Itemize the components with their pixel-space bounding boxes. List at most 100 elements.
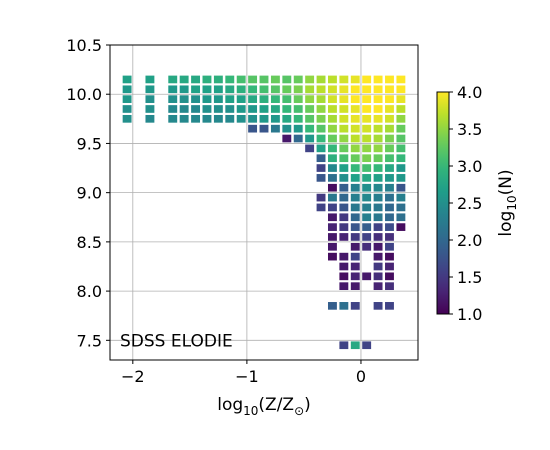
heatmap-cell [236, 105, 246, 113]
heatmap-cell [259, 124, 269, 133]
heatmap-cell [385, 134, 394, 143]
y-tick-label: 8.0 [77, 282, 102, 301]
heatmap-cell [202, 85, 212, 94]
heatmap-cell [362, 203, 372, 212]
heatmap-cell [179, 114, 189, 123]
heatmap-cell [282, 75, 292, 84]
heatmap-cell [350, 272, 360, 281]
heatmap-cell [362, 164, 372, 172]
heatmap-cell [191, 114, 201, 123]
heatmap-cell [327, 174, 337, 182]
heatmap-cell [396, 174, 406, 182]
heatmap-cell [373, 105, 383, 113]
heatmap-cell [327, 164, 337, 172]
heatmap-cell [225, 105, 235, 113]
heatmap-cell [350, 302, 360, 310]
colorbar-label-body: (N) [496, 169, 516, 195]
heatmap-cell [385, 174, 394, 182]
heatmap-cell [179, 95, 189, 103]
heatmap-cell [385, 124, 394, 133]
heatmap-cell [236, 85, 246, 94]
heatmap-cell [362, 134, 372, 143]
y-tick-label: 7.5 [77, 331, 102, 350]
heatmap-cell [339, 252, 349, 261]
heatmap-cell [270, 124, 280, 133]
heatmap-cell [350, 282, 360, 291]
heatmap-cell [339, 223, 349, 231]
heatmap-cell [282, 124, 292, 133]
heatmap-cell [327, 95, 337, 103]
heatmap-cell [293, 75, 303, 84]
heatmap-cell [385, 114, 394, 123]
heatmap-cell [362, 75, 372, 84]
heatmap-cell [225, 75, 235, 84]
heatmap-cell [385, 272, 394, 281]
heatmap-cell [373, 282, 383, 291]
heatmap-cell [316, 124, 326, 133]
heatmap-cell [339, 282, 349, 291]
heatmap-cell [362, 124, 372, 133]
heatmap-cell [270, 114, 280, 123]
heatmap-cell [385, 203, 394, 212]
heatmap-cell [213, 75, 223, 84]
y-tick-label: 9.0 [77, 184, 102, 203]
heatmap-cell [225, 95, 235, 103]
heatmap-cell [396, 124, 406, 133]
heatmap-cell [270, 85, 280, 94]
heatmap-cell [248, 85, 258, 94]
heatmap-cell [339, 75, 349, 84]
heatmap-cell [145, 114, 155, 123]
heatmap-cell [373, 213, 383, 222]
heatmap-cell [305, 144, 315, 153]
x-axis-label-close: ) [304, 395, 311, 415]
heatmap-cell [385, 213, 394, 222]
heatmap-cell [396, 193, 406, 202]
colorbar-label-prefix: log [496, 211, 516, 237]
y-tick-label: 8.5 [77, 233, 102, 252]
heatmap-cell [327, 154, 337, 163]
x-axis-label-sub: 10 [243, 404, 258, 418]
heatmap-cell [362, 95, 372, 103]
heatmap-cell [362, 144, 372, 153]
heatmap-cell [385, 85, 394, 94]
heatmap-cell [305, 114, 315, 123]
heatmap-cell [385, 302, 394, 310]
heatmap-cell [316, 105, 326, 113]
heatmap-cell [339, 302, 349, 310]
colorbar-tick-label: 4.0 [457, 83, 482, 102]
heatmap-cell [316, 134, 326, 143]
heatmap-cell [327, 105, 337, 113]
heatmap-cell [179, 75, 189, 84]
heatmap-cell [145, 85, 155, 94]
x-tick-label: −2 [121, 367, 145, 386]
heatmap-cell [385, 233, 394, 241]
y-tick-label: 10.0 [66, 85, 102, 104]
heatmap-cell [202, 105, 212, 113]
heatmap-cell [373, 242, 383, 251]
heatmap-cell [350, 75, 360, 84]
heatmap-cell [293, 105, 303, 113]
heatmap-cell [373, 272, 383, 281]
heatmap-cell [339, 154, 349, 163]
heatmap-cell [327, 233, 337, 241]
y-tick-label: 9.5 [77, 134, 102, 153]
heatmap-cell [373, 203, 383, 212]
heatmap-cell [339, 183, 349, 192]
colorbar-tick-label: 3.5 [457, 120, 482, 139]
heatmap-cell [316, 144, 326, 153]
colorbar-tick-label: 2.0 [457, 231, 482, 250]
heatmap-cell [213, 105, 223, 113]
heatmap-cell [122, 95, 132, 103]
heatmap-cell [305, 75, 315, 84]
heatmap-cell [122, 85, 132, 94]
heatmap-cell [339, 262, 349, 271]
heatmap-cell [327, 252, 337, 261]
plot-frame [109, 44, 419, 361]
heatmap-cell [350, 174, 360, 182]
heatmap-cell [305, 124, 315, 133]
heatmap-cell [168, 95, 178, 103]
colorbar-tick-label: 3.0 [457, 157, 482, 176]
dataset-annotation: SDSS ELODIE [120, 331, 233, 351]
heatmap-cells [122, 75, 406, 350]
